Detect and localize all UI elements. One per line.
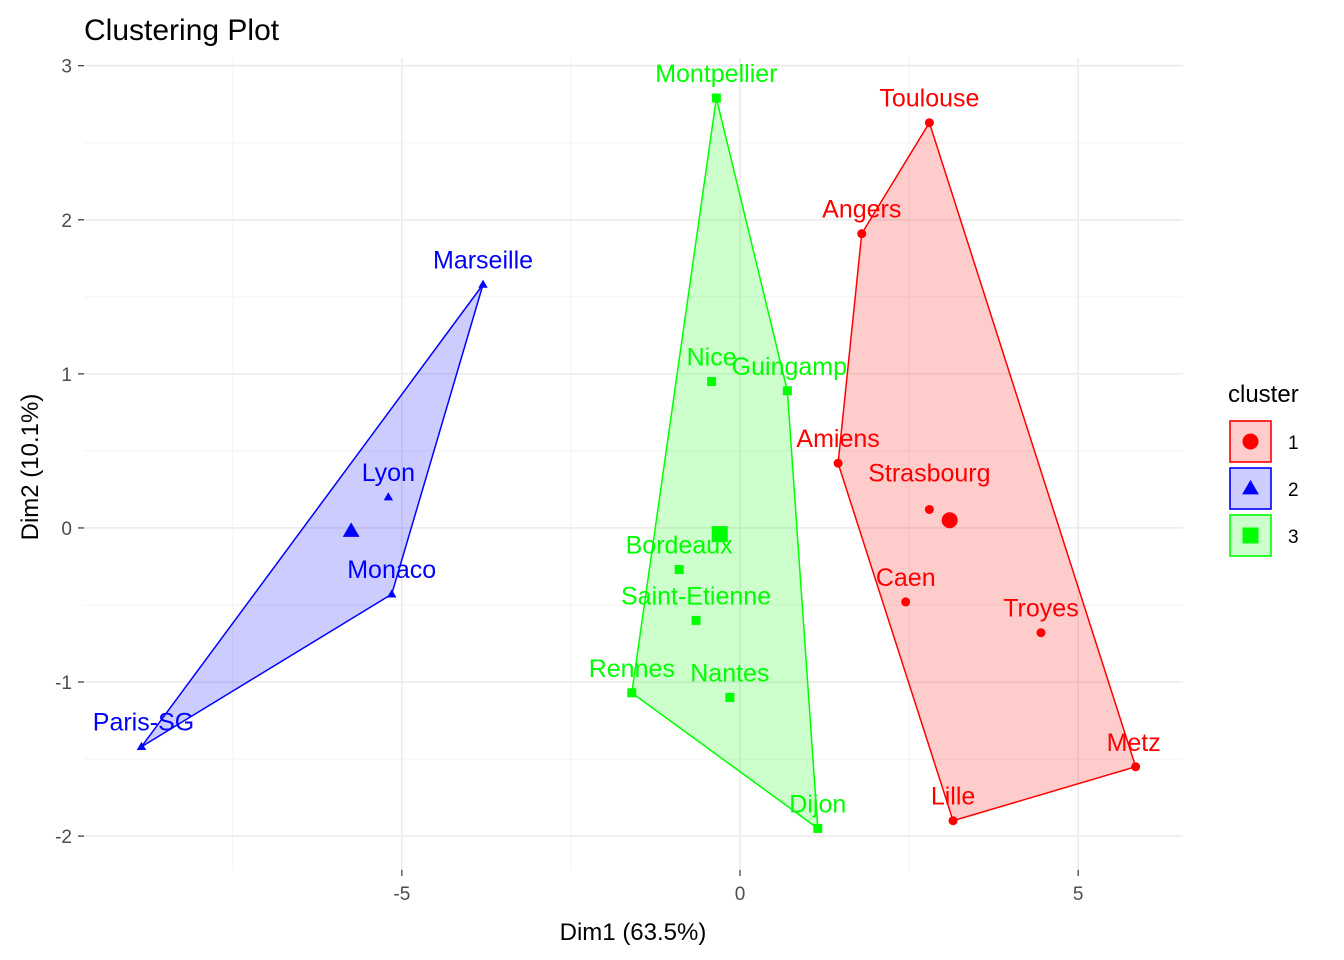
point-rennes <box>627 688 637 698</box>
point-paris-sg <box>136 741 147 751</box>
point-label-montpellier: Montpellier <box>655 60 777 88</box>
point-label-paris-sg: Paris-SG <box>93 709 194 737</box>
point-lyon <box>383 492 394 501</box>
point-label-dijon: Dijon <box>789 790 846 818</box>
point-bordeaux <box>674 565 684 575</box>
point-label-marseille: Marseille <box>433 246 533 274</box>
plot-area: Toulouse Angers Amiens Strasbourg Caen Troyes… <box>84 58 1183 870</box>
legend-label-2: 2 <box>1288 480 1299 501</box>
cluster-1-hull <box>837 120 1137 822</box>
point-saint-etienne <box>691 615 701 625</box>
point-label-nantes: Nantes <box>690 659 769 687</box>
legend: cluster 1 2 3 <box>1228 381 1299 557</box>
chart-title: Clustering Plot <box>84 14 280 47</box>
point-label-guingamp: Guingamp <box>732 353 847 381</box>
point-label-strasbourg: Strasbourg <box>868 459 990 487</box>
y-tick-label: 2 <box>61 211 72 232</box>
point-label-lille: Lille <box>931 783 975 811</box>
legend-label-1: 1 <box>1288 433 1299 454</box>
point-label-lyon: Lyon <box>362 459 415 487</box>
cluster-3-hull <box>631 97 819 830</box>
x-tick-label: -5 <box>393 884 410 905</box>
point-dijon <box>813 823 823 833</box>
x-axis-title: Dim1 (63.5%) <box>560 919 707 946</box>
point-guingamp <box>782 386 792 396</box>
x-tick-label: 5 <box>1073 884 1084 905</box>
legend-key-3: 3 <box>1229 514 1299 557</box>
y-tick-label: -2 <box>55 827 72 848</box>
legend-symbol-1 <box>1242 433 1259 450</box>
point-marseille <box>478 279 488 288</box>
y-axis: -2 -1 0 1 2 3 <box>55 57 84 848</box>
legend-title: cluster <box>1228 381 1299 408</box>
point-label-toulouse: Toulouse <box>879 85 979 113</box>
legend-label-3: 3 <box>1288 527 1299 548</box>
point-label-metz: Metz <box>1107 729 1161 757</box>
x-axis: -5 0 5 <box>393 870 1083 905</box>
legend-keys: 1 2 3 <box>1229 420 1299 557</box>
point-labels: Toulouse Angers Amiens Strasbourg Caen Troyes… <box>93 60 1161 818</box>
grid-minor <box>84 58 1183 870</box>
legend-symbol-2 <box>1242 479 1259 495</box>
point-monaco <box>386 589 397 598</box>
point-angers <box>857 229 867 239</box>
point-label-angers: Angers <box>822 196 901 224</box>
legend-symbol-3 <box>1242 527 1259 544</box>
y-tick-label: 1 <box>61 365 72 386</box>
point-amiens <box>833 458 843 468</box>
point-label-nice: Nice <box>687 344 737 372</box>
y-tick-label: 3 <box>61 57 72 78</box>
point-metz <box>1131 762 1141 772</box>
point-label-amiens: Amiens <box>796 425 879 453</box>
cluster-2-hull <box>140 284 484 748</box>
point-label-caen: Caen <box>876 564 936 592</box>
point-label-rennes: Rennes <box>589 655 675 683</box>
legend-key-1: 1 <box>1229 420 1299 463</box>
point-lille <box>948 816 958 826</box>
point-label-saint-etienne: Saint-Etienne <box>621 582 771 610</box>
x-tick-label: 0 <box>735 884 746 905</box>
cluster-1-center <box>941 512 958 529</box>
point-strasbourg <box>924 504 934 514</box>
y-tick-label: -1 <box>55 673 72 694</box>
point-montpellier <box>711 93 721 103</box>
point-nice <box>707 377 717 387</box>
point-troyes <box>1036 628 1046 638</box>
y-axis-title: Dim2 (10.1%) <box>17 394 44 541</box>
point-caen <box>901 597 911 607</box>
point-toulouse <box>924 118 934 128</box>
cluster-3-center <box>711 526 728 543</box>
legend-key-2: 2 <box>1229 467 1299 510</box>
cluster-centers <box>342 512 958 543</box>
point-nantes <box>725 692 735 702</box>
point-label-bordeaux: Bordeaux <box>626 532 734 560</box>
point-label-troyes: Troyes <box>1003 595 1078 623</box>
point-label-monaco: Monaco <box>347 556 436 584</box>
y-tick-label: 0 <box>61 519 72 540</box>
cluster-hulls <box>140 97 1137 830</box>
data-points <box>136 93 1141 833</box>
legend-swatch-1 <box>1229 420 1272 463</box>
cluster-2-center <box>342 522 360 537</box>
